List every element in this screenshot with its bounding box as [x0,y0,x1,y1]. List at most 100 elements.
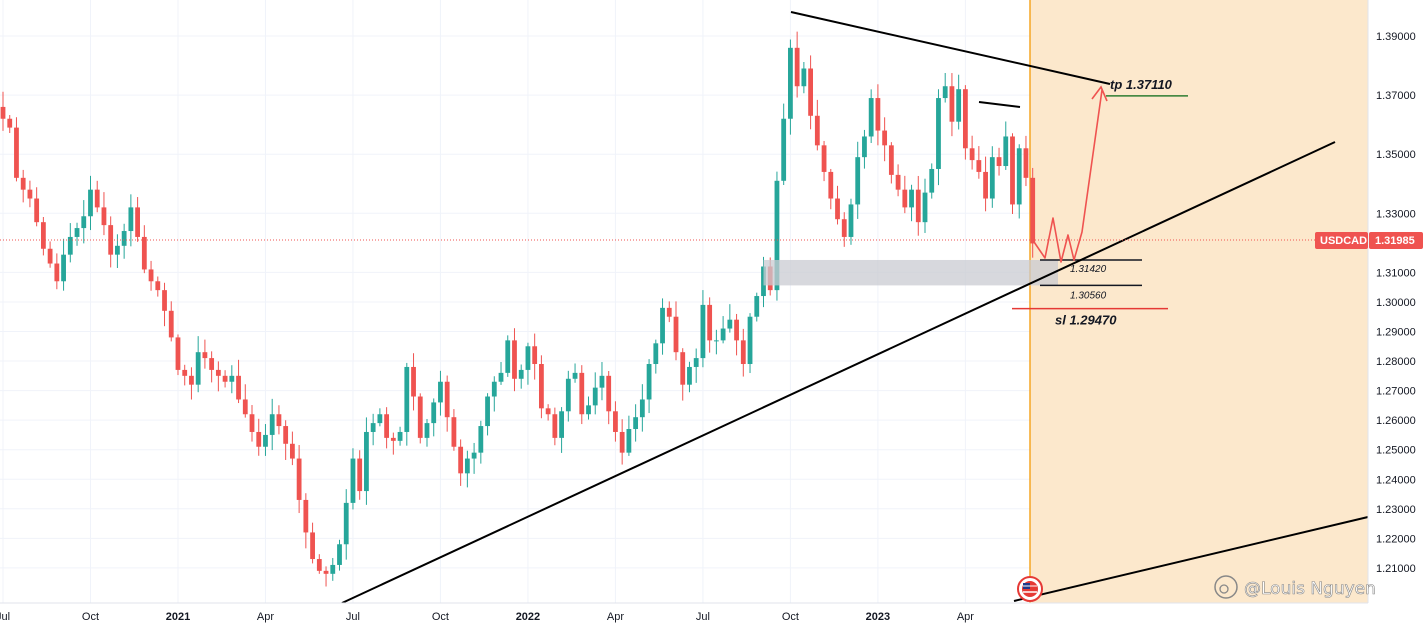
candle-body[interactable] [61,254,66,282]
candle-body[interactable] [195,352,201,385]
candle-body[interactable] [20,177,26,190]
candle-body[interactable] [882,130,888,146]
candle-body[interactable] [572,372,578,379]
candle-body[interactable] [801,68,807,87]
candle-body[interactable] [673,316,679,353]
flag-badge[interactable] [1017,576,1043,602]
candle-body[interactable] [855,157,861,205]
candle-body[interactable] [397,431,403,441]
candle-body[interactable] [438,381,443,403]
candle-body[interactable] [411,366,416,397]
candle-body[interactable] [909,189,914,208]
candle-body[interactable] [565,378,571,412]
candle-body[interactable] [774,180,780,291]
candle-body[interactable] [451,417,457,447]
candle-body[interactable] [646,364,652,400]
candle-body[interactable] [868,98,874,137]
candle-body[interactable] [687,366,692,385]
candle-body[interactable] [559,411,564,438]
candle-body[interactable] [936,98,941,169]
candle-body[interactable] [370,423,376,432]
candle-body[interactable] [1030,177,1036,244]
candle-body[interactable] [40,222,46,249]
candle-body[interactable] [539,364,544,409]
candle-body[interactable] [579,372,585,415]
candle-body[interactable] [0,106,6,119]
candle-body[interactable] [633,417,639,430]
candle-body[interactable] [707,304,713,341]
candle-body[interactable] [249,414,255,432]
candle-body[interactable] [303,499,309,533]
candle-body[interactable] [464,458,470,474]
candle-body[interactable] [168,310,174,338]
candle-body[interactable] [175,337,181,370]
candle-body[interactable] [693,358,699,367]
candle-body[interactable] [135,207,140,237]
candle-body[interactable] [518,369,524,379]
candle-body[interactable] [983,171,988,199]
candle-body[interactable] [512,340,517,379]
candle-body[interactable] [343,502,349,545]
candle-body[interactable] [639,399,645,418]
candle-body[interactable] [276,414,282,427]
candle-body[interactable] [74,228,80,237]
candle-body[interactable] [545,408,551,415]
candle-body[interactable] [81,216,87,229]
candle-body[interactable] [202,352,208,359]
candle-body[interactable] [289,443,295,459]
minor-resistance-line[interactable] [978,101,1021,108]
candle-body[interactable] [713,340,719,342]
candle-body[interactable] [828,171,834,199]
candle-body[interactable] [256,431,262,447]
candle-body[interactable] [47,248,53,264]
candle-body[interactable] [727,319,733,329]
candle-body[interactable] [781,118,787,181]
candle-body[interactable] [929,168,935,193]
candle-body[interactable] [54,263,60,282]
candle-body[interactable] [128,207,134,232]
candle-body[interactable] [498,372,504,382]
candle-body[interactable] [808,68,813,116]
candle-body[interactable] [619,431,625,453]
candle-body[interactable] [599,375,605,388]
candle-body[interactable] [821,145,827,172]
candle-body[interactable] [94,189,100,208]
candle-body[interactable] [996,157,1002,167]
candle-body[interactable] [108,225,114,255]
candles-layer[interactable] [0,31,1036,587]
candle-body[interactable] [505,340,511,373]
candle-body[interactable] [222,375,228,382]
candle-body[interactable] [121,231,127,246]
lower-channel-line[interactable] [1013,516,1369,602]
candle-body[interactable] [680,352,686,385]
candle-body[interactable] [976,160,982,172]
candle-body[interactable] [794,47,800,87]
time-axis[interactable]: Jul Oct 2021 Apr Jul Oct 2022 Apr Jul Oct 2023 Apr [0,602,1425,627]
candle-body[interactable] [626,429,632,453]
candle-body[interactable] [862,136,867,158]
candle-body[interactable] [1003,136,1009,167]
candle-body[interactable] [377,414,383,424]
candle-body[interactable] [902,189,908,208]
candle-body[interactable] [141,236,147,270]
candle-body[interactable] [390,437,396,441]
candle-body[interactable] [613,411,618,432]
candle-body[interactable] [229,375,235,382]
candle-body[interactable] [88,189,93,217]
candle-body[interactable] [835,198,840,220]
candle-body[interactable] [34,198,40,223]
candle-body[interactable] [989,157,995,199]
candle-body[interactable] [7,118,13,128]
projection-path[interactable] [1032,89,1103,263]
demand-zone[interactable] [763,259,1058,286]
candle-body[interactable] [586,405,591,415]
ascending-trendline[interactable] [341,141,1336,604]
candle-body[interactable] [949,86,955,122]
candle-body[interactable] [653,343,659,365]
candle-body[interactable] [478,426,484,453]
candle-body[interactable] [666,307,672,317]
candle-body[interactable] [942,86,948,99]
candle-body[interactable] [269,414,275,435]
candle-body[interactable] [182,369,188,376]
candle-body[interactable] [700,304,706,359]
